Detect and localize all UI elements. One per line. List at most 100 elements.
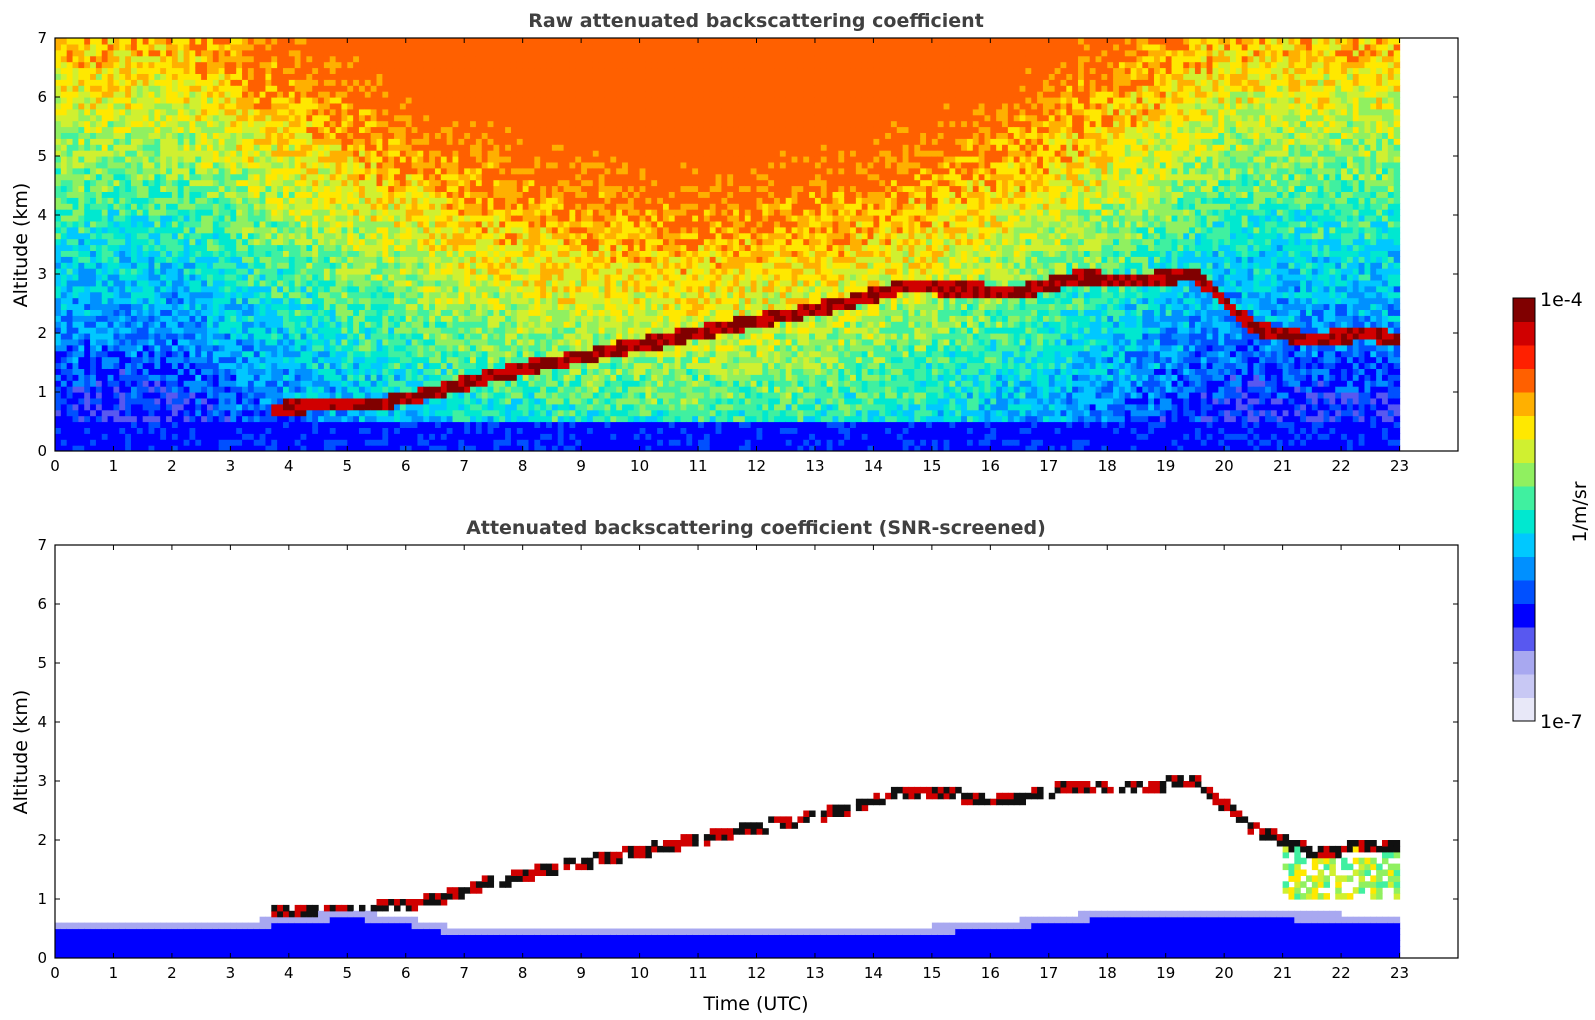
heatmap-cell bbox=[376, 291, 383, 299]
heatmap-cell bbox=[107, 421, 115, 428]
heatmap-cell bbox=[370, 79, 378, 86]
heatmap-cell bbox=[358, 356, 366, 364]
heatmap-cell bbox=[84, 179, 91, 187]
heatmap-cell bbox=[306, 362, 313, 369]
heatmap-cell bbox=[148, 43, 155, 51]
heatmap-cell bbox=[119, 338, 126, 346]
heatmap-cell bbox=[78, 150, 85, 157]
heatmap-cell bbox=[218, 209, 226, 216]
heatmap-cell bbox=[370, 386, 378, 393]
heatmap-cell bbox=[358, 226, 366, 234]
heatmap-cell bbox=[230, 238, 237, 246]
heatmap-cell bbox=[429, 427, 436, 434]
heatmap-cell bbox=[253, 386, 261, 393]
heatmap-cell bbox=[136, 150, 144, 157]
heatmap-cell bbox=[55, 97, 62, 104]
heatmap-cell bbox=[90, 156, 97, 163]
heatmap-cell bbox=[201, 315, 208, 322]
heatmap-cell bbox=[452, 43, 459, 51]
heatmap-cell bbox=[242, 297, 249, 305]
heatmap-cell bbox=[440, 297, 448, 305]
heatmap-cell bbox=[242, 156, 249, 163]
heatmap-cell bbox=[95, 108, 103, 116]
heatmap-cell bbox=[329, 144, 337, 151]
heatmap-cell bbox=[247, 49, 255, 57]
heatmap-cell bbox=[195, 262, 202, 269]
heatmap-cell bbox=[347, 250, 354, 257]
heatmap-cell bbox=[300, 226, 307, 234]
heatmap-cell bbox=[370, 85, 378, 92]
heatmap-cell bbox=[201, 297, 208, 305]
heatmap-cell bbox=[125, 433, 132, 440]
heatmap-cell bbox=[230, 380, 237, 387]
heatmap-cell bbox=[312, 374, 319, 381]
heatmap-cell bbox=[206, 262, 214, 269]
heatmap-cell bbox=[347, 344, 354, 352]
heatmap-cell bbox=[399, 114, 407, 122]
heatmap-cell bbox=[160, 250, 167, 257]
heatmap-cell bbox=[259, 338, 267, 346]
heatmap-cell bbox=[440, 114, 448, 122]
heatmap-cell bbox=[142, 386, 150, 393]
heatmap-cell bbox=[236, 108, 243, 116]
heatmap-cell bbox=[148, 356, 155, 364]
heatmap-cell bbox=[84, 114, 91, 122]
heatmap-cell bbox=[55, 132, 62, 139]
heatmap-cell bbox=[90, 43, 97, 51]
heatmap-cell bbox=[154, 49, 161, 57]
heatmap-cell bbox=[160, 203, 167, 210]
heatmap-cell bbox=[329, 43, 337, 51]
heatmap-cell bbox=[218, 167, 226, 175]
heatmap-cell bbox=[224, 433, 231, 440]
heatmap-cell bbox=[212, 85, 220, 92]
heatmap-cell bbox=[335, 79, 343, 86]
heatmap-cell bbox=[434, 368, 442, 375]
heatmap-cell bbox=[277, 132, 284, 139]
heatmap-cell bbox=[452, 85, 459, 92]
heatmap-cell bbox=[440, 397, 448, 405]
heatmap-cell bbox=[429, 91, 436, 98]
heatmap-cell bbox=[95, 403, 103, 411]
heatmap-cell bbox=[323, 285, 331, 293]
heatmap-cell bbox=[312, 226, 319, 234]
heatmap-cell bbox=[72, 321, 79, 328]
heatmap-cell bbox=[446, 61, 454, 69]
heatmap-cell bbox=[136, 132, 144, 139]
heatmap-cell bbox=[399, 49, 407, 57]
heatmap-cell bbox=[247, 238, 255, 246]
heatmap-cell bbox=[195, 173, 202, 181]
heatmap-cell bbox=[253, 250, 261, 257]
heatmap-cell bbox=[464, 85, 471, 92]
heatmap-cell bbox=[306, 97, 313, 104]
heatmap-cell bbox=[405, 392, 413, 399]
heatmap-cell bbox=[312, 144, 319, 151]
heatmap-cell bbox=[148, 386, 155, 393]
heatmap-cell bbox=[236, 73, 243, 80]
heatmap-cell bbox=[382, 215, 389, 222]
heatmap-cell bbox=[84, 49, 91, 57]
heatmap-cell bbox=[382, 262, 389, 269]
heatmap-cell bbox=[195, 55, 202, 63]
heatmap-cell bbox=[236, 274, 243, 281]
heatmap-cell bbox=[306, 256, 313, 263]
heatmap-cell bbox=[265, 262, 272, 269]
heatmap-cell bbox=[55, 386, 62, 393]
heatmap-cell bbox=[253, 333, 261, 340]
heatmap-cell bbox=[423, 386, 430, 393]
heatmap-cell bbox=[160, 144, 167, 151]
heatmap-cell bbox=[107, 220, 115, 228]
heatmap-cell bbox=[212, 97, 220, 104]
heatmap-cell bbox=[353, 226, 360, 234]
heatmap-cell bbox=[101, 197, 109, 204]
heatmap-cell bbox=[294, 268, 302, 275]
heatmap-cell bbox=[183, 49, 191, 57]
heatmap-cell bbox=[470, 380, 477, 387]
heatmap-cell bbox=[399, 179, 407, 187]
heatmap-cell bbox=[446, 167, 454, 175]
heatmap-cell bbox=[277, 73, 284, 80]
heatmap-cell bbox=[458, 179, 465, 187]
heatmap-cell bbox=[446, 439, 454, 446]
heatmap-cell bbox=[66, 226, 74, 234]
heatmap-cell bbox=[306, 191, 313, 198]
heatmap-cell bbox=[423, 85, 430, 92]
